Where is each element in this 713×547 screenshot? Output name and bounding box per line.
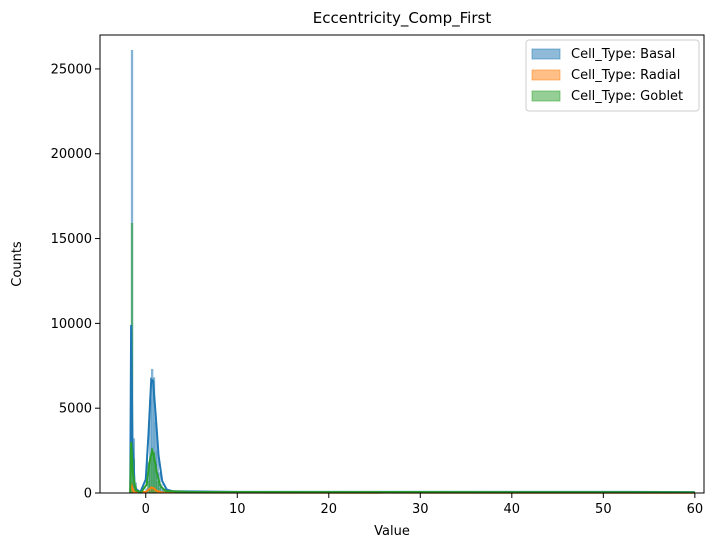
y-tick-label: 25000 (51, 62, 92, 77)
legend-swatch-radial (531, 69, 561, 81)
x-tick-label: 50 (595, 502, 612, 517)
legend-label-goblet: Cell_Type: Goblet (571, 89, 683, 104)
x-tick-label: 20 (321, 502, 338, 517)
x-tick-label: 40 (504, 502, 521, 517)
x-tick-label: 10 (229, 502, 246, 517)
legend-label-basal: Cell_Type: Basal (571, 47, 675, 62)
y-axis: 0 5000 10000 15000 20000 25000 (51, 62, 100, 502)
x-axis: 0 10 20 30 40 50 60 (142, 493, 704, 517)
x-tick-label: 0 (142, 502, 150, 517)
plot-frame (99, 34, 705, 494)
legend-box (525, 39, 700, 112)
y-tick-label: 5000 (59, 402, 92, 417)
y-tick-label: 20000 (51, 147, 92, 162)
x-tick-label: 60 (687, 502, 704, 517)
y-axis-label: Counts (10, 241, 25, 287)
legend-swatch-goblet (531, 90, 561, 102)
y-tick-label: 15000 (51, 232, 92, 247)
x-axis-label: Value (374, 524, 410, 539)
y-tick-label: 0 (84, 487, 92, 502)
y-tick-label: 10000 (51, 317, 92, 332)
legend-label-radial: Cell_Type: Radial (571, 68, 680, 83)
x-tick-label: 30 (412, 502, 429, 517)
chart-title: Eccentricity_Comp_First (313, 9, 492, 28)
goblet-kde-line (129, 442, 695, 494)
legend-swatch-basal (531, 48, 561, 60)
legend-items: Cell_Type: Basal Cell_Type: Radial Cell_Ty… (531, 47, 683, 104)
legend: Cell_Type: Basal Cell_Type: Radial Cell_Ty… (525, 39, 700, 112)
